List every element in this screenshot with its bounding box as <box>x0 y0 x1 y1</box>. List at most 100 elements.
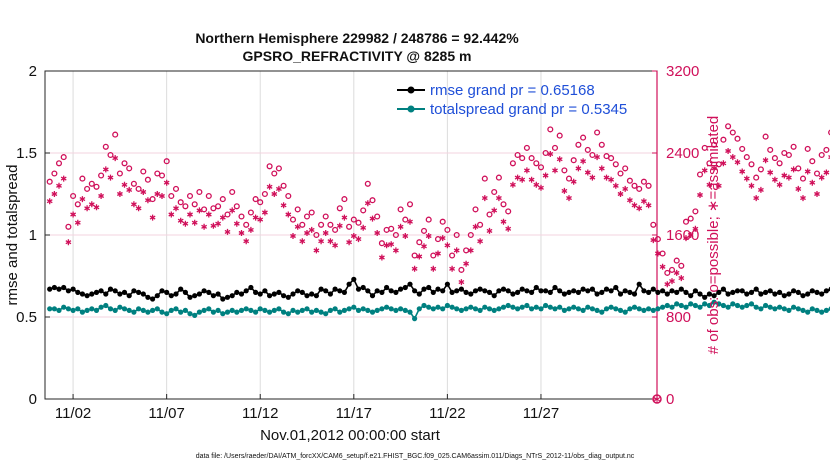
obs-possible-point <box>434 236 442 243</box>
data-point <box>692 302 699 309</box>
data-point <box>566 306 572 312</box>
obs-possible-point <box>149 196 156 203</box>
obs-possible-point <box>322 213 329 220</box>
data-point <box>599 289 605 295</box>
data-point <box>585 304 591 310</box>
obs-assimilated-point <box>552 167 558 174</box>
data-point <box>285 294 291 300</box>
obs-possible-point <box>397 206 404 213</box>
obs-assimilated-point <box>313 247 320 254</box>
obs-possible-point <box>729 129 736 136</box>
obs-assimilated-point <box>547 151 554 157</box>
obs-assimilated-point <box>238 230 245 236</box>
data-point <box>819 291 825 297</box>
grid <box>45 71 657 399</box>
data-point <box>164 289 170 295</box>
data-point <box>763 289 769 295</box>
right-axis-zero-asterisk: ∗ <box>652 392 662 406</box>
data-point <box>309 309 315 315</box>
data-point <box>131 288 137 294</box>
obs-assimilated-point <box>98 193 105 199</box>
obs-possible-point <box>280 182 287 189</box>
data-point <box>271 307 277 313</box>
data-point <box>697 291 703 297</box>
obs-assimilated-point <box>683 235 689 242</box>
obs-possible-point <box>299 221 306 228</box>
obs-possible-point <box>645 182 652 189</box>
data-point <box>552 284 558 291</box>
obs-possible-point <box>332 226 339 233</box>
obs-assimilated-point <box>290 233 296 239</box>
obs-assimilated-point <box>814 191 820 197</box>
data-point <box>664 302 670 309</box>
data-point <box>416 306 422 312</box>
obs-assimilated-point <box>589 174 596 181</box>
obs-possible-point <box>294 206 301 213</box>
obs-assimilated-point <box>84 205 91 212</box>
data-point <box>702 294 708 300</box>
x-tick-label: 11/22 <box>429 405 465 422</box>
obs-assimilated-point <box>425 233 432 239</box>
obs-assimilated-point <box>603 174 610 181</box>
data-point <box>660 288 666 294</box>
series-possible-obs <box>46 123 830 276</box>
data-point <box>384 304 390 310</box>
obs-possible-point <box>196 188 203 196</box>
obs-possible-point <box>420 227 428 234</box>
data-point <box>65 288 71 294</box>
obs-assimilated-point <box>608 176 615 183</box>
obs-possible-point <box>580 134 587 141</box>
data-point <box>131 309 137 315</box>
obs-assimilated-point <box>458 279 465 286</box>
data-point <box>393 307 399 313</box>
data-point <box>753 304 759 310</box>
data-point <box>107 286 114 292</box>
data-point <box>168 307 174 313</box>
data-point <box>346 281 352 287</box>
obs-assimilated-point <box>528 176 535 183</box>
obs-possible-point <box>734 135 741 142</box>
obs-possible-point <box>425 216 432 223</box>
data-point <box>355 286 362 292</box>
obs-possible-point <box>753 174 760 181</box>
obs-assimilated-point <box>659 263 666 270</box>
data-point <box>79 291 85 297</box>
data-point <box>515 306 521 312</box>
obs-possible-point <box>411 252 418 259</box>
obs-possible-point <box>229 188 236 196</box>
data-point <box>253 289 259 295</box>
obs-assimilated-point <box>725 148 732 154</box>
data-point <box>674 301 680 307</box>
data-point <box>786 307 792 313</box>
obs-assimilated-point <box>781 172 788 179</box>
obs-assimilated-point <box>580 158 587 165</box>
y-tick-label: 0 <box>29 391 37 408</box>
obs-possible-point <box>55 160 63 167</box>
data-point <box>716 301 722 307</box>
obs-assimilated-point <box>505 225 512 232</box>
obs-possible-point <box>112 131 119 138</box>
obs-possible-point <box>79 175 86 182</box>
data-point <box>65 306 71 312</box>
data-point <box>622 309 628 315</box>
obs-possible-point <box>430 252 437 259</box>
data-point <box>136 289 142 295</box>
data-point <box>678 302 684 309</box>
data-point <box>496 288 502 294</box>
obs-assimilated-point <box>126 186 133 193</box>
data-point <box>636 281 642 287</box>
obs-assimilated-point <box>804 168 811 175</box>
data-point <box>402 284 408 291</box>
obs-possible-point <box>547 126 554 133</box>
data-point <box>622 288 628 294</box>
data-point <box>449 304 455 310</box>
obs-possible-point <box>598 141 605 148</box>
data-point <box>482 288 488 294</box>
obs-assimilated-point <box>617 191 624 197</box>
data-point <box>51 284 58 291</box>
obs-assimilated-point <box>46 198 53 205</box>
data-point <box>454 288 460 294</box>
obs-assimilated-point <box>612 182 619 189</box>
data-point <box>257 291 263 297</box>
legend: rmse grand pr = 0.65168 totalspread gran… <box>397 82 627 118</box>
